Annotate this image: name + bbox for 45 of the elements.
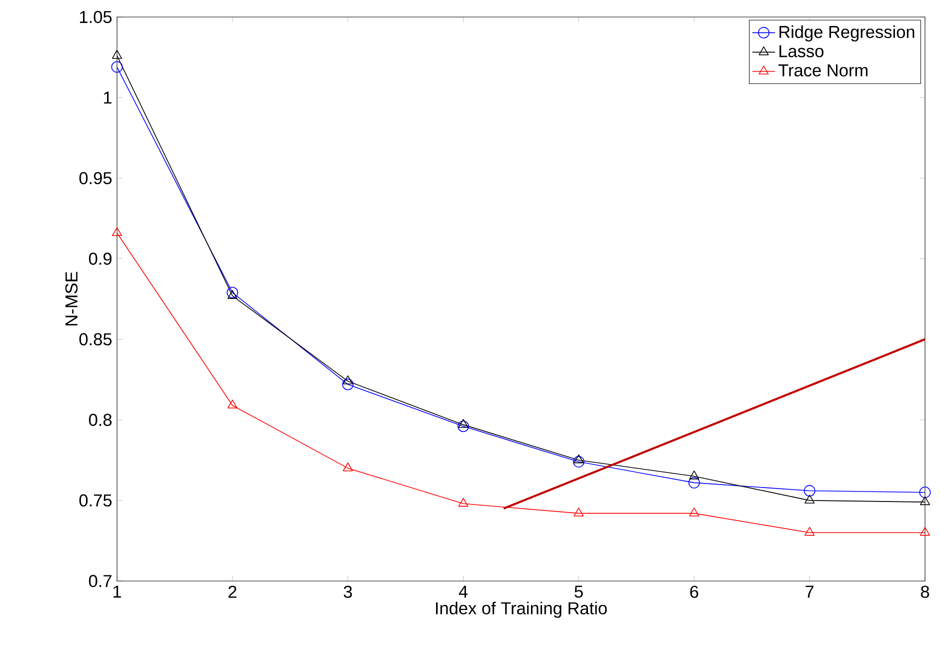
legend-label: Trace Norm [778,64,868,76]
point [804,485,816,496]
point [804,526,815,536]
y-tick-label: 0.85 [79,333,112,346]
x-axis-title: Index of Training Ratio [436,602,607,618]
x-tick-label: 2 [228,586,236,598]
y-tick-label: 0.75 [79,494,112,507]
point [227,400,238,408]
x-tick-label: 3 [344,586,352,598]
y-tick-label: 0.8 [88,414,112,426]
point [112,50,122,59]
x-tick-label: 8 [920,586,930,598]
y-tick-label: 1.05 [80,10,112,24]
point [574,508,584,516]
point [572,456,584,468]
point [689,508,700,516]
point [689,470,700,480]
point [920,496,930,506]
x-tick-label: 4 [458,586,468,598]
y-tick-label: 0.95 [79,172,112,184]
point [342,378,354,390]
point [458,418,468,428]
y-tick-label: 0.7 [88,574,112,588]
point [226,286,238,298]
point [112,227,122,236]
x-tick-label: 5 [574,586,583,598]
y-tick-label: 1 [104,92,112,104]
legend-label: Lasso [780,45,824,58]
legend-label: Ridge Regression [780,25,914,42]
point [458,498,468,507]
x-tick-label: 7 [806,586,814,598]
point [920,526,930,536]
y-tick-label: 0.9 [88,252,112,265]
point [804,494,815,504]
point [227,290,238,299]
point [342,462,353,472]
point [688,476,700,488]
point [342,375,353,384]
x-tick-label: 1 [114,586,121,598]
point [919,486,931,498]
x-tick-label: 6 [690,586,698,598]
point [574,454,584,464]
point [458,420,470,432]
y-axis-title: N-MSE [65,272,78,326]
point [111,61,123,73]
